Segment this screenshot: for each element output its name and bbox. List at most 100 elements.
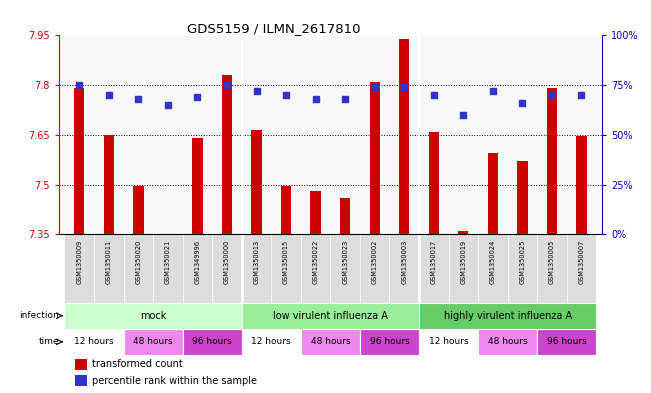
Point [517,100,527,106]
Text: 96 hours: 96 hours [547,337,587,346]
Bar [281,186,291,234]
Text: GSM1350002: GSM1350002 [372,240,378,284]
Text: highly virulent influenza A: highly virulent influenza A [443,311,572,321]
Bar [449,234,478,303]
Bar [331,234,360,303]
Bar [64,329,124,355]
Point [311,96,321,102]
Bar [399,39,409,234]
Text: GSM1350003: GSM1350003 [401,240,408,284]
Bar [488,153,498,234]
Text: GSM1350021: GSM1350021 [165,240,171,284]
Text: GSM1350005: GSM1350005 [549,240,555,284]
Bar [104,135,114,234]
Bar [419,329,478,355]
Bar [222,75,232,234]
Bar [94,234,124,303]
Bar [576,136,587,234]
Point [576,92,587,98]
Text: 96 hours: 96 hours [370,337,409,346]
Text: GSM1349996: GSM1349996 [195,240,201,284]
Bar [419,234,449,303]
Point [281,92,291,98]
Text: 12 hours: 12 hours [251,337,291,346]
Bar [340,198,350,234]
Bar [74,88,85,234]
Text: percentile rank within the sample: percentile rank within the sample [92,376,257,386]
Text: GSM1350022: GSM1350022 [312,240,318,284]
Text: GSM1350009: GSM1350009 [76,240,82,284]
Bar [537,234,567,303]
Text: GSM1350015: GSM1350015 [283,240,289,284]
Text: 12 hours: 12 hours [74,337,114,346]
Text: GSM1350024: GSM1350024 [490,240,496,284]
Point [74,82,85,88]
Point [399,84,409,90]
Text: GSM1350020: GSM1350020 [135,240,141,284]
Bar [389,234,419,303]
Bar [311,191,321,234]
Text: GSM1350011: GSM1350011 [106,240,112,284]
Text: GSM1350019: GSM1350019 [460,240,466,284]
Bar [133,186,143,234]
Text: GSM1350017: GSM1350017 [431,240,437,284]
Text: 48 hours: 48 hours [311,337,350,346]
Bar [192,138,202,234]
Text: time: time [38,337,59,346]
Point [192,94,202,100]
Bar [183,234,212,303]
Point [133,96,144,102]
Text: low virulent influenza A: low virulent influenza A [273,311,388,321]
Text: GSM1350023: GSM1350023 [342,240,348,284]
Bar [64,234,94,303]
Bar [537,329,596,355]
Text: 12 hours: 12 hours [429,337,468,346]
Bar [64,303,242,329]
Bar [419,303,596,329]
Point [370,84,380,90]
Bar [360,329,419,355]
Bar [251,130,262,234]
Point [222,82,232,88]
Text: 48 hours: 48 hours [133,337,173,346]
Point [163,102,173,108]
Point [547,92,557,98]
Bar [242,329,301,355]
Bar [370,82,380,234]
Text: mock: mock [140,311,166,321]
Bar [124,234,153,303]
Bar [478,329,537,355]
Point [488,88,498,94]
Bar [153,234,183,303]
Text: GSM1350013: GSM1350013 [253,240,260,284]
Text: GSM1350000: GSM1350000 [224,240,230,284]
Bar [271,234,301,303]
Bar [567,234,596,303]
Text: transformed count: transformed count [92,360,183,369]
Point [104,92,114,98]
Bar [242,234,271,303]
Bar [124,329,183,355]
Bar [301,234,331,303]
Point [251,88,262,94]
Point [428,92,439,98]
Text: GDS5159 / ILMN_2617810: GDS5159 / ILMN_2617810 [187,22,360,35]
Bar [518,162,527,234]
Text: 48 hours: 48 hours [488,337,527,346]
Bar [360,234,389,303]
Bar [183,329,242,355]
Bar [458,231,469,234]
Text: GSM1350025: GSM1350025 [519,240,525,284]
Bar [478,234,508,303]
Bar [75,359,87,370]
Text: infection: infection [20,311,59,320]
Point [458,112,469,118]
Bar [508,234,537,303]
Point [340,96,350,102]
Bar [428,132,439,234]
Bar [547,88,557,234]
Text: GSM1350007: GSM1350007 [579,240,585,284]
Text: 96 hours: 96 hours [192,337,232,346]
Bar [212,234,242,303]
Bar [75,375,87,386]
